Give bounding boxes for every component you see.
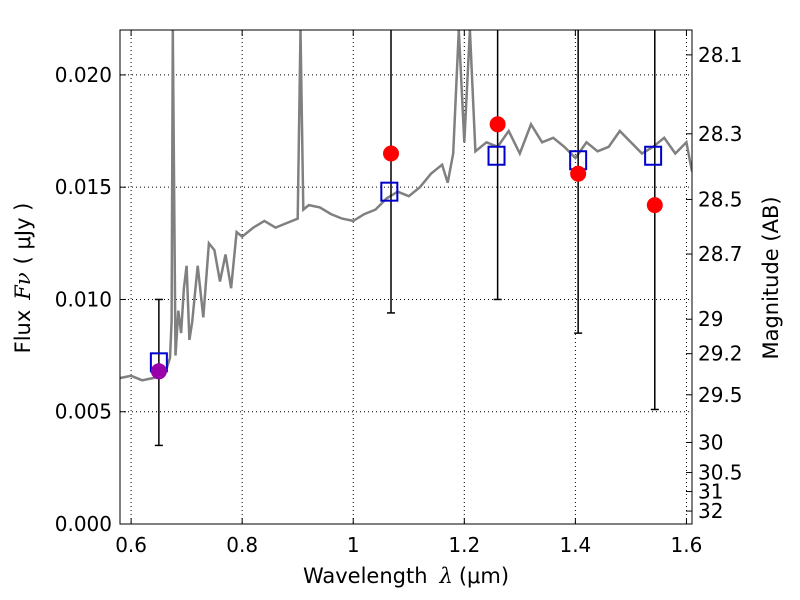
x-tick-label: 1.6 xyxy=(671,533,703,557)
model-square xyxy=(487,145,506,166)
y2-tick-label: 31 xyxy=(698,480,723,504)
y-tick-label: 0.005 xyxy=(55,400,112,424)
y2-tick-label: 29 xyxy=(698,307,723,331)
observed-points xyxy=(150,116,663,380)
y2-tick-label: 29.5 xyxy=(698,383,743,407)
y-tick-label: 0.010 xyxy=(55,287,112,311)
y2-tick-label: 28.3 xyxy=(698,122,743,146)
plot-frame xyxy=(119,29,693,525)
y2-tick-label: 28.7 xyxy=(698,242,743,266)
y2-axis-label: Magnitude (AB) xyxy=(759,196,783,359)
x-tick-label: 1.4 xyxy=(559,533,591,557)
observed-point xyxy=(150,363,167,380)
observed-point xyxy=(646,197,663,214)
error-bars xyxy=(154,30,659,447)
y-tick-label: 0.020 xyxy=(55,63,112,87)
y2-tick-label: 28.1 xyxy=(698,43,743,67)
observed-point xyxy=(570,165,587,182)
y-tick-labels: 0.000 0.005 0.010 0.015 0.020 xyxy=(55,63,112,536)
observed-point xyxy=(383,145,400,162)
y2-tick-label: 30.5 xyxy=(698,461,743,485)
observed-point xyxy=(489,116,506,133)
axis-ticks xyxy=(120,30,692,525)
y-axis-label: FluxFν( μJy ) xyxy=(11,203,35,354)
y-tick-label: 0.000 xyxy=(55,512,112,536)
model-square xyxy=(644,145,663,166)
x-tick-labels: 0.6 0.8 1 1.2 1.4 1.6 xyxy=(115,533,702,557)
template-spectrum xyxy=(120,30,692,382)
model-square xyxy=(380,181,399,202)
x-tick-label: 1.2 xyxy=(448,533,480,557)
y2-tick-label: 29.2 xyxy=(698,342,743,366)
x-tick-label: 0.6 xyxy=(115,533,147,557)
template-spectrum-line xyxy=(120,30,692,382)
x-tick-label: 0.8 xyxy=(226,533,258,557)
y2-tick-label: 30 xyxy=(698,430,723,454)
x-axis-label: Wavelength λ (μm) xyxy=(303,564,509,588)
x-tick-label: 1 xyxy=(347,533,360,557)
y2-tick-label: 28.5 xyxy=(698,187,743,211)
y2-tick-label: 32 xyxy=(698,499,723,523)
y-tick-label: 0.015 xyxy=(55,175,112,199)
